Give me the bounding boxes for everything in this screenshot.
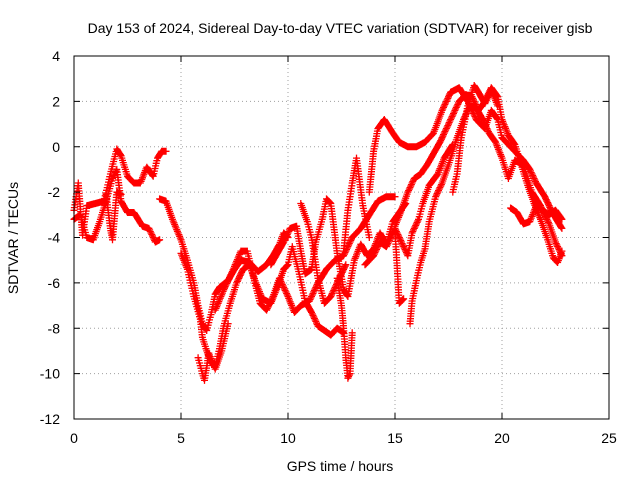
series-arc-17 (507, 202, 566, 228)
series-arc-7 (211, 193, 399, 316)
y-tick-label: 4 (52, 48, 60, 64)
y-axis-label: SDTVAR / TECUs (5, 182, 21, 294)
y-tick-label: 0 (52, 139, 60, 155)
data-point-markers (391, 227, 408, 307)
y-tick-label: -6 (48, 275, 61, 291)
y-tick-label: 2 (52, 93, 60, 109)
series-arc-18 (391, 227, 408, 307)
data-points (70, 82, 566, 384)
series-arc-8 (267, 195, 410, 300)
series-arc-16 (449, 82, 502, 196)
data-point-markers (194, 320, 232, 384)
x-tick-label: 10 (280, 430, 296, 446)
chart-title: Day 153 of 2024, Sidereal Day-to-day VTE… (88, 20, 593, 36)
series-arc-6 (194, 320, 232, 384)
x-tick-label: 25 (601, 430, 617, 446)
series-arc-3 (102, 188, 125, 244)
y-tick-label: -12 (40, 411, 60, 427)
data-point-markers (340, 154, 373, 255)
data-point-markers (297, 200, 350, 307)
x-tick-label: 15 (387, 430, 403, 446)
series-arc-10 (333, 274, 356, 382)
x-tick-label: 20 (494, 430, 510, 446)
data-point-markers (507, 202, 566, 228)
y-tick-label: -8 (48, 320, 61, 336)
x-tick-label: 5 (177, 430, 185, 446)
data-point-markers (267, 195, 410, 300)
data-point-markers (102, 188, 125, 244)
series-arc-11 (340, 154, 373, 255)
data-point-markers (449, 82, 502, 196)
data-point-markers (333, 274, 356, 382)
y-tick-label: -4 (48, 230, 61, 246)
y-tick-label: -2 (48, 184, 61, 200)
data-point-markers (211, 193, 399, 316)
y-tick-label: -10 (40, 366, 60, 382)
series-arc-9 (297, 200, 350, 307)
x-tick-label: 0 (70, 430, 78, 446)
x-axis-label: GPS time / hours (287, 458, 394, 474)
